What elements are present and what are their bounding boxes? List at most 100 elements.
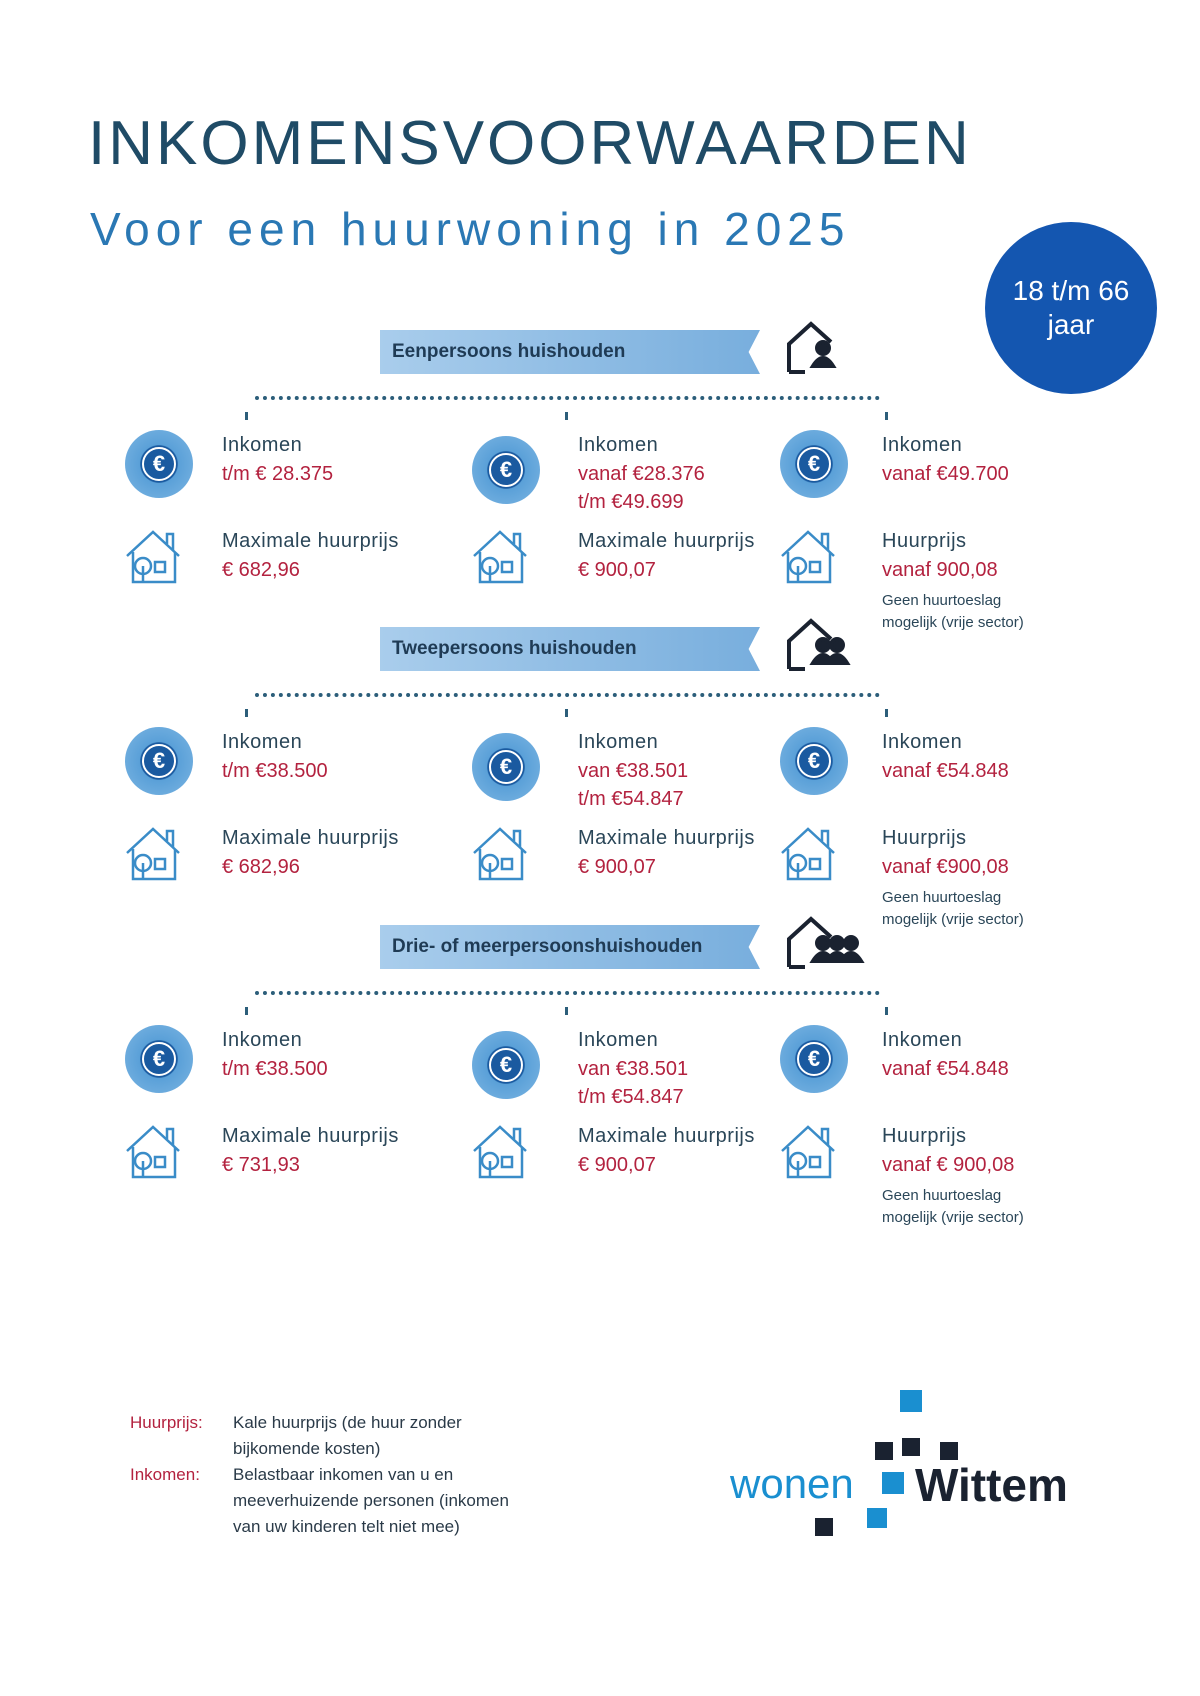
legend: Huurprijs: Kale huurprijs (de huur zonder…: [130, 1410, 509, 1540]
rent-label: Huurprijs: [882, 827, 967, 849]
income-label: Inkomen: [882, 434, 963, 456]
income-value: t/m €49.699: [578, 491, 684, 513]
legend-key: Huurprijs:: [130, 1413, 203, 1432]
legend-item: Inkomen: Belastbaar inkomen van u en meeve…: [130, 1462, 509, 1540]
income-value: t/m €54.847: [578, 1086, 684, 1108]
household-icon: [785, 913, 887, 978]
income-label: Inkomen: [578, 731, 659, 753]
dotted-connector: [255, 991, 880, 995]
connector-dot: [565, 1007, 568, 1015]
section-banner: Tweepersoons huishouden: [380, 627, 760, 671]
section-banner: Eenpersoons huishouden: [380, 330, 760, 374]
rent-value: € 682,96: [222, 559, 300, 581]
rent-label: Maximale huurprijs: [222, 827, 399, 849]
house-tree-icon: [470, 526, 532, 593]
euro-coin-icon: €: [125, 1025, 193, 1093]
connector-dot: [885, 1007, 888, 1015]
legend-text: Belastbaar inkomen van u en meeverhuizend…: [233, 1462, 509, 1540]
rent-value: € 731,93: [222, 1154, 300, 1176]
rent-label: Maximale huurprijs: [578, 827, 755, 849]
section-banner: Drie- of meerpersoonshuishouden: [380, 925, 760, 969]
connector-dot: [245, 1007, 248, 1015]
legend-line: bijkomende kosten): [233, 1439, 381, 1458]
rent-value: € 900,07: [578, 856, 656, 878]
rent-note: mogelijk (vrije sector): [882, 911, 1024, 928]
connector-dot: [245, 709, 248, 717]
income-value: vanaf €49.700: [882, 463, 1009, 485]
legend-item: Huurprijs: Kale huurprijs (de huur zonder…: [130, 1410, 509, 1462]
legend-line: Belastbaar inkomen van u en: [233, 1465, 454, 1484]
house-tree-icon: [123, 823, 185, 890]
connector-dot: [885, 709, 888, 717]
euro-coin-icon: €: [125, 430, 193, 498]
rent-note: mogelijk (vrije sector): [882, 1209, 1024, 1226]
rent-value: vanaf € 900,08: [882, 1154, 1015, 1176]
household-icon: [785, 318, 859, 383]
income-value: t/m €38.500: [222, 1058, 328, 1080]
rent-value: € 682,96: [222, 856, 300, 878]
house-tree-icon: [123, 1121, 185, 1188]
legend-line: Kale huurprijs (de huur zonder: [233, 1413, 462, 1432]
rent-note: Geen huurtoeslag: [882, 592, 1002, 609]
rent-label: Huurprijs: [882, 530, 967, 552]
rent-value: € 900,07: [578, 1154, 656, 1176]
euro-coin-icon: €: [780, 727, 848, 795]
income-label: Inkomen: [882, 1029, 963, 1051]
legend-line: van uw kinderen telt niet mee): [233, 1517, 460, 1536]
house-tree-icon: [778, 823, 840, 890]
income-label: Inkomen: [222, 1029, 303, 1051]
income-value: van €38.501: [578, 760, 689, 782]
euro-coin-icon: €: [472, 436, 540, 504]
connector-dot: [565, 709, 568, 717]
connector-dot: [885, 412, 888, 420]
rent-value: vanaf 900,08: [882, 559, 998, 581]
income-label: Inkomen: [578, 1029, 659, 1051]
euro-coin-icon: €: [125, 727, 193, 795]
house-tree-icon: [778, 1121, 840, 1188]
rent-label: Maximale huurprijs: [578, 1125, 755, 1147]
connector-dot: [245, 412, 248, 420]
house-tree-icon: [470, 823, 532, 890]
income-label: Inkomen: [222, 731, 303, 753]
income-label: Inkomen: [578, 434, 659, 456]
income-value: vanaf €54.848: [882, 1058, 1009, 1080]
income-label: Inkomen: [882, 731, 963, 753]
dotted-connector: [255, 693, 880, 697]
connector-dot: [565, 412, 568, 420]
legend-key: Inkomen:: [130, 1465, 200, 1484]
house-tree-icon: [778, 526, 840, 593]
age-badge: 18 t/m 66 jaar: [985, 222, 1157, 394]
rent-note: Geen huurtoeslag: [882, 1187, 1002, 1204]
rent-value: vanaf €900,08: [882, 856, 1009, 878]
rent-label: Maximale huurprijs: [222, 1125, 399, 1147]
house-tree-icon: [123, 526, 185, 593]
euro-coin-icon: €: [472, 733, 540, 801]
rent-note: Geen huurtoeslag: [882, 889, 1002, 906]
wonen-wittem-logo: wonen Wittem: [730, 1390, 1090, 1540]
dotted-connector: [255, 396, 880, 400]
income-value: vanaf €28.376: [578, 463, 705, 485]
rent-label: Maximale huurprijs: [222, 530, 399, 552]
legend-text: Kale huurprijs (de huur zonder bijkomende…: [233, 1410, 462, 1462]
page-subtitle: Voor een huurwoning in 2025: [90, 203, 851, 255]
age-unit: jaar: [1047, 309, 1095, 340]
income-value: t/m €54.847: [578, 788, 684, 810]
euro-coin-icon: €: [780, 1025, 848, 1093]
page-title: INKOMENSVOORWAARDEN: [88, 109, 972, 178]
income-value: t/m €38.500: [222, 760, 328, 782]
household-icon: [785, 615, 873, 680]
euro-coin-icon: €: [780, 430, 848, 498]
house-tree-icon: [470, 1121, 532, 1188]
income-value: t/m € 28.375: [222, 463, 334, 485]
legend-line: meeverhuizende personen (inkomen: [233, 1491, 509, 1510]
logo-wonen: wonen: [730, 1460, 854, 1507]
income-label: Inkomen: [222, 434, 303, 456]
rent-label: Huurprijs: [882, 1125, 967, 1147]
rent-label: Maximale huurprijs: [578, 530, 755, 552]
income-value: vanaf €54.848: [882, 760, 1009, 782]
income-value: van €38.501: [578, 1058, 689, 1080]
rent-value: € 900,07: [578, 559, 656, 581]
euro-coin-icon: €: [472, 1031, 540, 1099]
logo-wittem: Wittem: [915, 1459, 1068, 1511]
